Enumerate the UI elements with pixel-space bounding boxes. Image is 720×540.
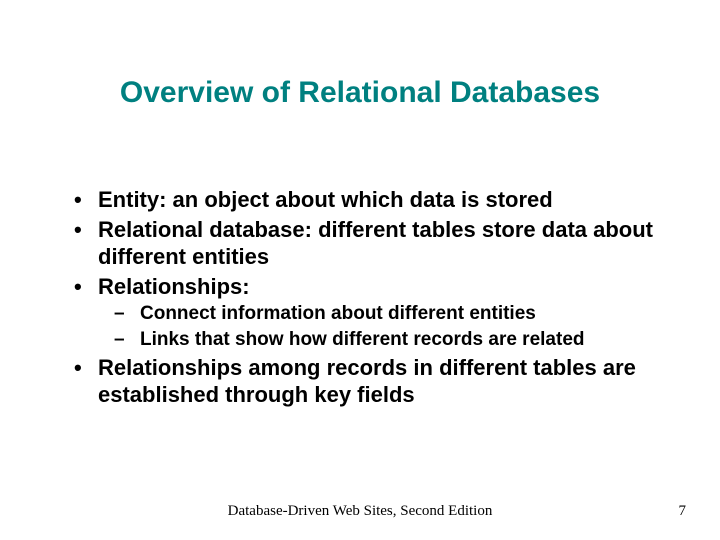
slide-title: Overview of Relational Databases	[0, 76, 720, 110]
slide-content: Entity: an object about which data is st…	[70, 186, 670, 411]
footer-text: Database-Driven Web Sites, Second Editio…	[0, 503, 720, 520]
bullet-item: Relationships:	[70, 273, 670, 301]
bullet-item: Entity: an object about which data is st…	[70, 186, 670, 214]
slide: Overview of Relational Databases Entity:…	[0, 0, 720, 540]
sub-bullet-item: Connect information about different enti…	[70, 302, 670, 326]
bullet-item: Relationships among records in different…	[70, 354, 670, 409]
sub-bullet-item: Links that show how different records ar…	[70, 328, 670, 352]
bullet-item: Relational database: different tables st…	[70, 216, 670, 271]
page-number: 7	[679, 503, 687, 520]
